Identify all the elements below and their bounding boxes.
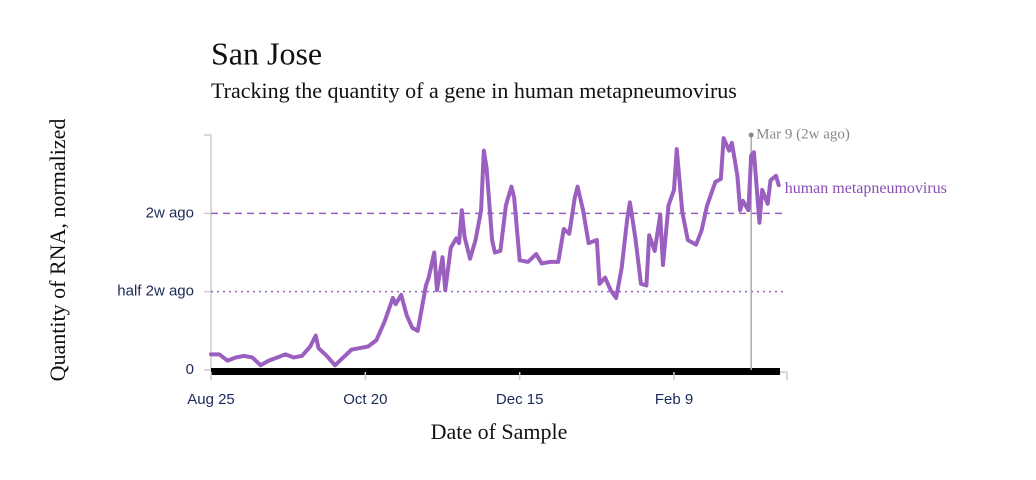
coverage-bar (211, 368, 780, 375)
y-tick-label: half 2w ago (117, 283, 194, 300)
plot (209, 136, 781, 368)
x-tick-label: Dec 15 (496, 391, 544, 408)
x-tick-label: Feb 9 (655, 391, 693, 408)
chart-title: San Jose (211, 35, 322, 71)
series-label: human metapneumovirus (785, 180, 947, 197)
series-line (209, 136, 781, 368)
x-tick-label: Oct 20 (343, 391, 387, 408)
annotation-label: Mar 9 (2w ago) (756, 126, 850, 142)
y-tick-label: 0 (186, 361, 194, 378)
x-tick-label: Aug 25 (187, 391, 235, 408)
y-axis-label: Quantity of RNA, normalized (45, 119, 70, 382)
annotation-dot (748, 132, 754, 138)
chart-subtitle: Tracking the quantity of a gene in human… (211, 78, 737, 103)
x-axis-label: Date of Sample (431, 419, 568, 444)
y-tick-label: 2w ago (146, 204, 194, 221)
